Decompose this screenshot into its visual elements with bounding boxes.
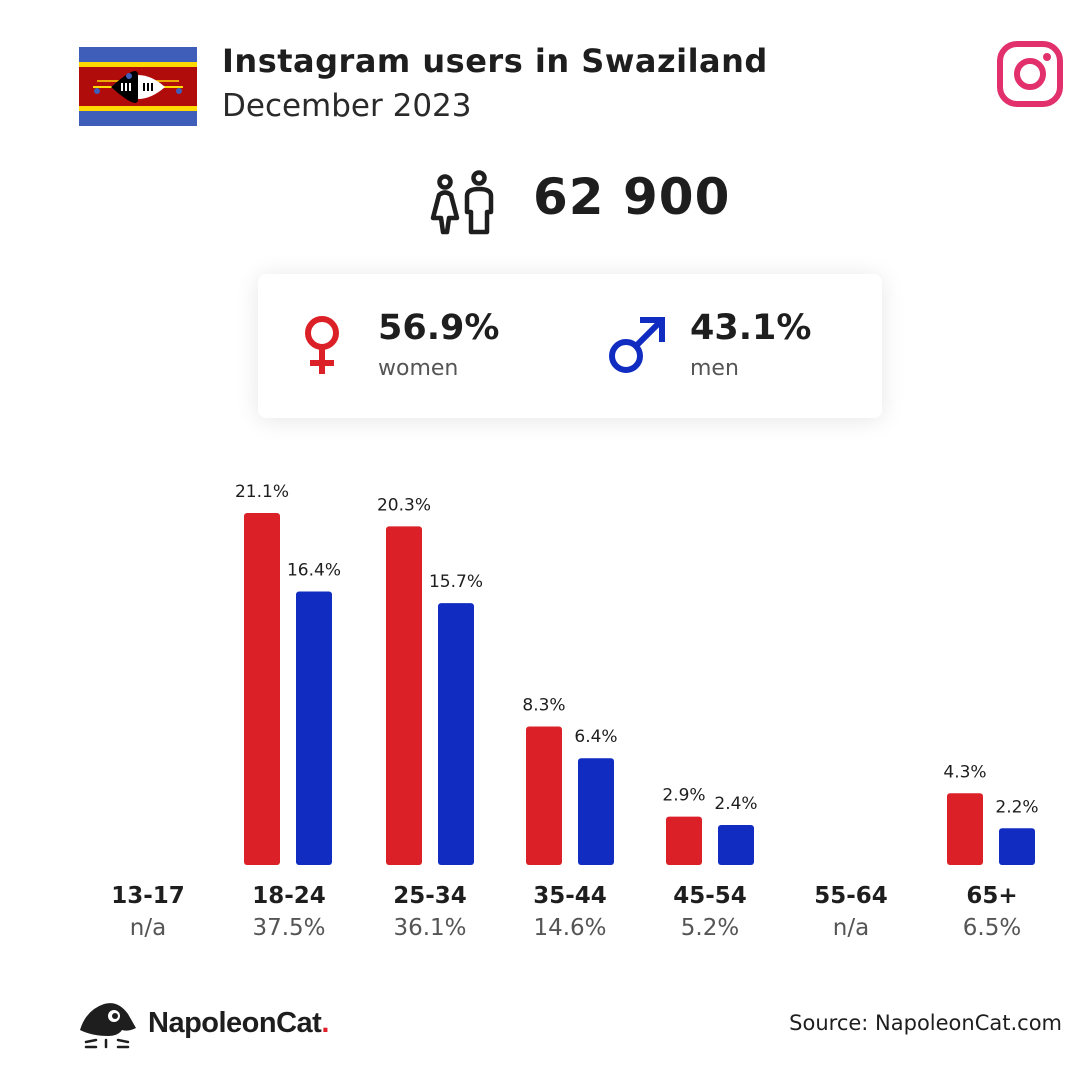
women-value-label-18-24: 21.1% xyxy=(235,482,289,502)
women-bar-65+ xyxy=(947,793,983,865)
men-value-label-18-24: 16.4% xyxy=(287,560,341,580)
men-bar-25-34 xyxy=(438,603,474,865)
category-share: 37.5% xyxy=(252,915,326,941)
category-share: 14.6% xyxy=(533,915,607,941)
category-share: 5.2% xyxy=(680,915,740,941)
men-value-label-45-54: 2.4% xyxy=(714,794,757,814)
category-label: 65+ xyxy=(966,883,1018,909)
brand-dot: . xyxy=(321,1007,329,1039)
women-value-label-65+: 4.3% xyxy=(943,762,986,782)
men-label: men xyxy=(690,356,739,381)
category-share: 36.1% xyxy=(393,915,467,941)
people-icon xyxy=(430,170,494,235)
total-users-value: 62 900 xyxy=(533,168,731,226)
category-share: 6.5% xyxy=(962,915,1022,941)
category-share: n/a xyxy=(129,915,167,941)
male-symbol-icon xyxy=(609,317,665,373)
women-bar-25-34 xyxy=(386,526,422,865)
men-bar-65+ xyxy=(999,828,1035,865)
men-bar-18-24 xyxy=(296,591,332,865)
brand-name: NapoleonCat. xyxy=(148,1007,329,1040)
women-value-label-25-34: 20.3% xyxy=(377,495,431,515)
men-percentage: 43.1% xyxy=(690,308,812,348)
category-label: 45-54 xyxy=(673,883,747,909)
women-bar-45-54 xyxy=(666,816,702,865)
women-label: women xyxy=(378,356,459,381)
category-label: 55-64 xyxy=(814,883,888,909)
category-label: 13-17 xyxy=(111,883,185,909)
men-value-label-25-34: 15.7% xyxy=(429,572,483,592)
category-share: n/a xyxy=(832,915,870,941)
chart-subtitle: December 2023 xyxy=(222,88,472,124)
gender-split-card: 56.9% women 43.1% men xyxy=(258,274,882,418)
men-bar-35-44 xyxy=(578,758,614,865)
men-value-label-35-44: 6.4% xyxy=(574,727,617,747)
age-gender-bar-chart: 21.1% 20.3% 8.3% 2.9% 4.3% 16.4% 15.7% 6.4% 2.4%… xyxy=(235,482,1039,865)
men-bar-45-54 xyxy=(718,824,754,865)
women-percentage: 56.9% xyxy=(378,308,500,348)
chart-title: Instagram users in Swaziland xyxy=(222,42,768,80)
brand-text: NapoleonCat xyxy=(148,1007,322,1039)
category-label: 18-24 xyxy=(252,883,326,909)
women-value-label-35-44: 8.3% xyxy=(522,696,565,716)
women-value-label-45-54: 2.9% xyxy=(662,786,705,806)
napoleoncat-logo-icon xyxy=(80,1003,136,1049)
instagram-icon xyxy=(997,41,1063,107)
female-symbol-icon xyxy=(305,316,339,374)
women-bar-35-44 xyxy=(526,726,562,865)
women-bar-18-24 xyxy=(244,513,280,865)
category-label: 35-44 xyxy=(533,883,607,909)
men-value-label-65+: 2.2% xyxy=(995,797,1038,817)
category-label: 25-34 xyxy=(393,883,467,909)
source-text: Source: NapoleonCat.com xyxy=(789,1011,1062,1035)
swaziland-flag-icon xyxy=(79,47,197,126)
